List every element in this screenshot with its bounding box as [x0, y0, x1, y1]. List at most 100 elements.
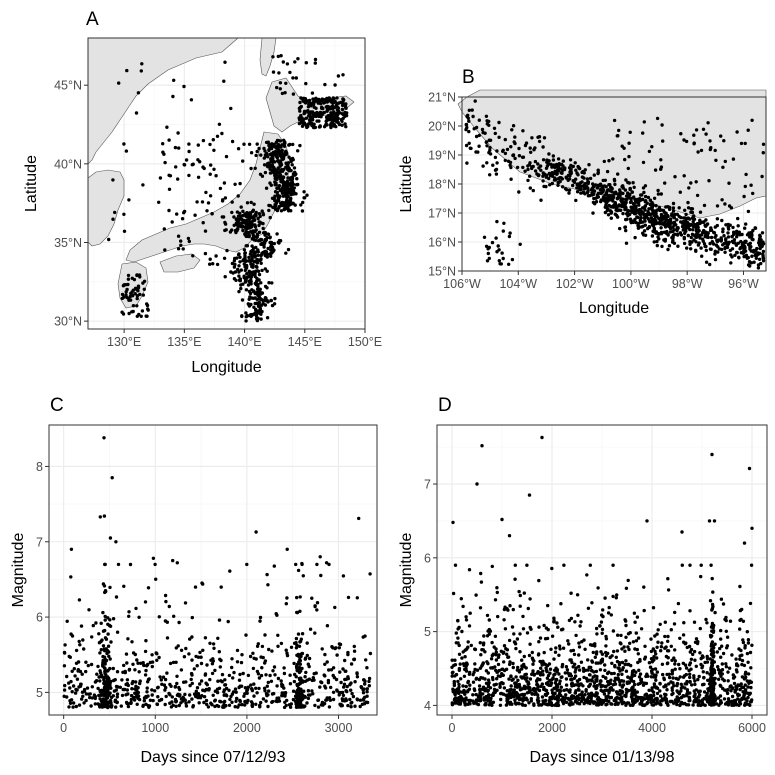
event-point [90, 685, 95, 689]
event-point [598, 697, 602, 702]
event-point [344, 689, 348, 693]
event-point [348, 697, 352, 702]
earthquake-point [275, 208, 280, 213]
event-point [746, 672, 751, 676]
event-point [246, 673, 251, 678]
earthquake-point [751, 191, 755, 196]
event-point [456, 619, 460, 623]
earthquake-point [286, 163, 290, 167]
event-point [590, 601, 594, 605]
earthquake-point [290, 176, 295, 181]
event-point [521, 614, 525, 619]
earthquake-point [161, 142, 165, 146]
event-point [182, 655, 187, 659]
event-point [522, 665, 527, 669]
event-point [636, 660, 640, 665]
earthquake-point [263, 170, 268, 175]
event-point [721, 677, 725, 681]
earthquake-point [203, 251, 208, 256]
event-point [74, 661, 79, 665]
earthquake-point [567, 191, 571, 195]
earthquake-point [220, 215, 224, 219]
earthquake-point [650, 223, 655, 227]
earthquake-point [503, 151, 508, 156]
earthquake-point [753, 253, 757, 258]
event-point [677, 662, 681, 667]
event-point [136, 690, 140, 695]
earthquake-point [278, 159, 282, 164]
event-point [339, 680, 343, 685]
event-point [323, 652, 327, 657]
earthquake-point [251, 263, 255, 267]
event-point [594, 669, 599, 674]
earthquake-point [627, 181, 631, 185]
event-point [144, 639, 148, 643]
earthquake-point [484, 140, 488, 144]
event-point [593, 655, 597, 659]
event-point [153, 689, 157, 693]
earthquake-point [223, 196, 228, 200]
event-point [504, 647, 508, 651]
event-point [196, 655, 201, 659]
earthquake-point [300, 124, 305, 128]
event-point [502, 618, 506, 622]
event-point [89, 704, 93, 708]
event-point [511, 690, 515, 695]
aftershock-point [105, 686, 110, 691]
earthquake-point [262, 156, 266, 160]
earthquake-point [706, 121, 710, 125]
event-point [245, 687, 250, 692]
event-point [233, 687, 238, 691]
earthquake-point [700, 254, 704, 258]
event-point [452, 681, 456, 686]
earthquake-point [643, 233, 648, 237]
earthquake-point [308, 102, 312, 107]
event-point [573, 620, 577, 624]
earthquake-point [135, 294, 140, 298]
event-point [647, 688, 651, 692]
earthquake-point [253, 259, 257, 264]
earthquake-point [256, 250, 260, 254]
earthquake-point [746, 128, 750, 132]
earthquake-point [748, 264, 752, 268]
earthquake-point [698, 236, 702, 240]
earthquake-point [261, 221, 265, 226]
event-point [143, 673, 148, 677]
event-point [464, 618, 469, 622]
event-point [514, 646, 518, 651]
event-point [500, 667, 504, 672]
earthquake-point [285, 167, 290, 171]
event-point [75, 688, 79, 692]
event-point [213, 699, 217, 703]
y-tick-label: 7 [36, 535, 43, 549]
earthquake-point [735, 130, 739, 134]
event-point [84, 698, 88, 703]
earthquake-point [272, 205, 277, 210]
earthquake-point [682, 241, 687, 246]
earthquake-point [135, 273, 139, 277]
earthquake-point [663, 181, 667, 185]
earthquake-point [298, 143, 302, 148]
earthquake-point [167, 208, 171, 213]
earthquake-point [730, 239, 735, 244]
earthquake-point [720, 218, 724, 223]
earthquake-point [487, 150, 491, 155]
event-point [620, 672, 624, 676]
earthquake-point [274, 181, 278, 185]
x-tick-label: 100°W [612, 277, 650, 291]
aftershock-point [104, 659, 108, 663]
event-point [737, 693, 741, 697]
earthquake-point [659, 212, 664, 217]
earthquake-point [501, 256, 505, 261]
event-point [721, 602, 726, 606]
earthquake-point [761, 151, 765, 155]
earthquake-point [320, 112, 324, 116]
earthquake-point [264, 296, 268, 300]
earthquake-point [280, 91, 285, 96]
earthquake-point [470, 108, 474, 112]
event-point [717, 677, 721, 681]
event-point [174, 646, 178, 650]
earthquake-point [285, 193, 289, 198]
event-point [89, 662, 94, 667]
earthquake-point [731, 157, 736, 161]
